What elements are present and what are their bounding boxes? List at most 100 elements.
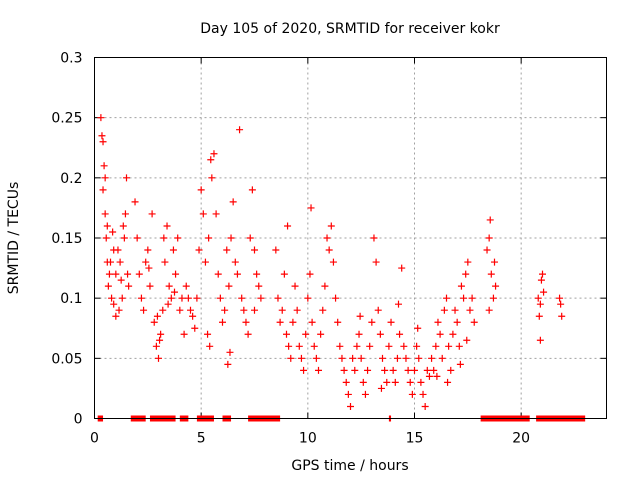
data-point [189,312,197,320]
data-point [201,258,209,266]
data-point [223,246,231,254]
data-point [123,174,130,182]
data-point [231,258,239,266]
data-point [449,330,457,338]
x-tick-label: 0 [90,431,99,447]
data-point [387,318,395,326]
data-point [421,402,429,410]
data-point [107,258,114,266]
data-point [344,390,352,398]
data-point [556,294,564,302]
data-point [332,294,340,302]
data-point [119,222,127,230]
data-point [411,366,418,374]
data-point [297,354,305,362]
data-point [534,294,542,302]
data-point [338,354,346,362]
data-point [307,204,315,212]
data-point [156,336,164,344]
data-point [240,306,248,314]
data-point [419,390,427,398]
data-point [280,270,288,278]
data-point [462,270,470,278]
data-points [97,114,586,422]
data-point [457,282,465,290]
data-point [99,186,107,194]
data-point [165,282,173,290]
data-point [109,228,117,236]
data-point [103,222,111,230]
data-point [329,258,337,266]
data-point [464,258,472,266]
data-point [105,270,113,278]
data-point [483,246,491,254]
data-point [207,156,215,164]
x-tick-label: 20 [512,431,530,447]
data-point [342,378,350,386]
x-axis-label: GPS time / hours [291,458,408,474]
data-point [379,354,386,362]
data-point [414,324,422,332]
data-point [340,366,348,374]
data-point [491,258,498,266]
data-point [171,288,178,296]
data-point [121,210,129,218]
y-tick-label: 0 [74,412,83,428]
data-point [293,306,301,314]
data-point [400,342,408,350]
data-point [300,366,308,374]
grid [94,57,607,419]
data-point [539,270,546,278]
data-point [108,294,116,302]
data-point [430,366,438,374]
data-point [99,138,107,146]
data-point [208,174,216,182]
data-point [272,246,280,254]
data-point [536,300,544,308]
data-point [319,306,327,314]
data-point [221,306,229,314]
data-point [366,342,374,350]
data-point [219,318,226,326]
data-point [425,372,433,380]
data-point [327,222,335,230]
data-point [306,270,314,278]
data-point [117,276,125,284]
data-point [199,210,207,218]
data-point [180,330,188,338]
data-point [125,282,133,290]
data-point [142,258,150,266]
data-point [466,306,474,314]
data-point [323,234,331,242]
data-point [376,330,384,338]
data-point [118,294,126,302]
data-point [101,174,109,182]
data-point [302,330,310,338]
data-point [558,312,566,320]
data-point [349,354,357,362]
data-point [274,294,282,302]
data-point [278,306,286,314]
data-point [402,354,410,362]
data-point [308,318,316,326]
data-point [395,300,402,308]
data-point [164,300,172,308]
data-point [393,354,401,362]
y-tick-label: 0.3 [60,51,82,67]
data-point [353,342,361,350]
data-point [443,294,450,302]
data-point [381,366,389,374]
data-point [396,330,404,338]
data-point [444,378,452,386]
data-point [398,264,406,272]
data-point [98,132,106,140]
data-point [150,318,158,326]
data-point [161,258,169,266]
data-point [145,264,153,272]
data-point [191,324,199,332]
data-point [195,246,203,254]
data-point [97,114,105,122]
data-point [406,378,414,386]
data-point [468,294,476,302]
